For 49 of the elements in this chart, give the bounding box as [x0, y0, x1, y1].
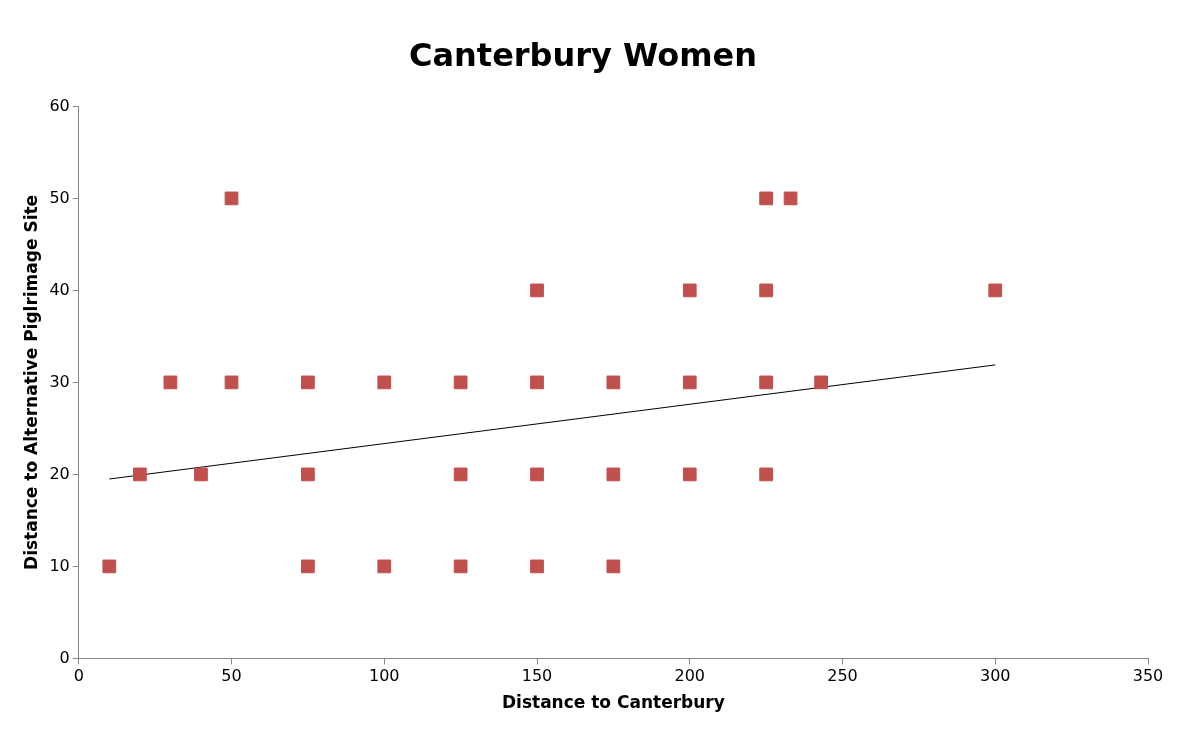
- point: [194, 467, 208, 482]
- point: [301, 375, 315, 390]
- point: [814, 375, 828, 390]
- x-tick-label: 150: [521, 666, 553, 686]
- x-tick-label: 250: [827, 666, 858, 686]
- point: [530, 283, 544, 298]
- x-tick-label: 0: [73, 666, 84, 686]
- point: [759, 467, 773, 482]
- point: [224, 375, 239, 390]
- y-tick-label: 10: [49, 555, 70, 575]
- point: [301, 559, 315, 574]
- point: [606, 375, 621, 390]
- point: [102, 559, 117, 574]
- y-tick-label: 20: [49, 463, 70, 483]
- x-tick-label: 50: [221, 666, 242, 686]
- point: [759, 283, 773, 298]
- point: [453, 375, 468, 390]
- point: [377, 559, 392, 574]
- y-axis-title: Distance to Alternative Piglrimage Site: [20, 194, 41, 570]
- y-tick-label: 40: [49, 279, 70, 299]
- x-tick-label: 350: [1132, 666, 1164, 686]
- point: [453, 467, 468, 482]
- point: [453, 559, 468, 574]
- point: [759, 191, 773, 206]
- point: [783, 191, 798, 206]
- point: [163, 375, 178, 390]
- point: [682, 467, 697, 482]
- point: [530, 467, 544, 482]
- x-axis-title: Distance to Canterbury: [501, 692, 725, 713]
- point: [301, 467, 315, 482]
- point: [377, 375, 392, 390]
- y-tick-label: 50: [49, 187, 70, 207]
- y-tick-label: 60: [49, 95, 70, 115]
- x-tick-label: 100: [368, 666, 400, 686]
- y-tick-label: 0: [59, 647, 70, 667]
- point: [224, 191, 239, 206]
- point: [606, 559, 621, 574]
- point: [530, 375, 544, 390]
- y-tick-label: 30: [49, 371, 70, 391]
- x-tick-label: 200: [674, 666, 706, 686]
- point: [133, 467, 147, 482]
- point: [606, 467, 621, 482]
- x-tick-label: 300: [979, 666, 1011, 686]
- point: [988, 283, 1003, 298]
- point: [530, 559, 544, 574]
- chart-title: Canterbury Women: [408, 35, 758, 74]
- point: [682, 375, 697, 390]
- point: [682, 283, 697, 298]
- point: [759, 375, 773, 390]
